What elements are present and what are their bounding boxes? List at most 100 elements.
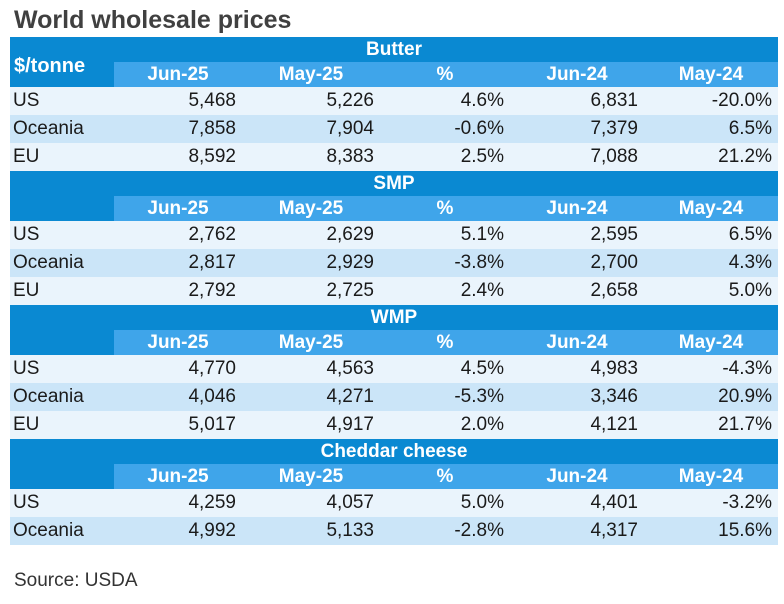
column-header: May-24 — [644, 196, 778, 221]
unit-label: $/tonne — [14, 55, 86, 77]
section-header: Cheddar cheese — [10, 439, 778, 464]
page-title: World wholesale prices — [14, 6, 292, 34]
section-header: WMP — [10, 305, 778, 330]
value-cell: 4,121 — [590, 414, 638, 435]
value-cell: 2.0% — [460, 414, 504, 435]
column-header: % — [380, 62, 510, 87]
column-header: Jun-24 — [510, 330, 644, 355]
table-row: US 4,259 4,057 5.0% 4,401 -3.2% — [10, 489, 778, 517]
column-header: May-25 — [242, 196, 380, 221]
table-row: EU 5,017 4,917 2.0% 4,121 21.7% — [10, 411, 778, 439]
value-cell: -0.6% — [454, 118, 504, 139]
value-cell: 4.6% — [460, 90, 504, 111]
value-cell: 4,317 — [590, 520, 638, 541]
column-header: Jun-25 — [114, 196, 242, 221]
header-spacer — [10, 330, 114, 355]
table-row: EU 8,592 8,383 2.5% 7,088 21.2% — [10, 143, 778, 171]
value-cell: 21.7% — [718, 414, 772, 435]
value-cell: 5,133 — [326, 520, 374, 541]
value-cell: 2,817 — [188, 252, 236, 273]
value-cell: 5.0% — [460, 492, 504, 513]
column-header: Jun-25 — [114, 330, 242, 355]
table-row: US 2,762 2,629 5.1% 2,595 6.5% — [10, 221, 778, 249]
column-header-row: Jun-25 May-25% Jun-24 May-24 — [10, 62, 778, 87]
column-header-row: Jun-25 May-25% Jun-24 May-24 — [10, 196, 778, 221]
column-header: % — [380, 464, 510, 489]
value-cell: 4,057 — [326, 492, 374, 513]
value-cell: 4,259 — [188, 492, 236, 513]
value-cell: 2,629 — [326, 224, 374, 245]
value-cell: 2,658 — [590, 280, 638, 301]
value-cell: 7,904 — [326, 118, 374, 139]
value-cell: 4,563 — [326, 358, 374, 379]
column-header-row: Jun-25 May-25% Jun-24 May-24 — [10, 464, 778, 489]
column-header: Jun-24 — [510, 62, 644, 87]
value-cell: 4,046 — [188, 386, 236, 407]
table-row: Oceania 4,046 4,271 -5.3% 3,346 20.9% — [10, 383, 778, 411]
column-header: % — [380, 196, 510, 221]
column-header: May-25 — [242, 330, 380, 355]
table-row: Oceania 7,858 7,904 -0.6% 7,379 6.5% — [10, 115, 778, 143]
table-row: US 4,770 4,563 4.5% 4,983 -4.3% — [10, 355, 778, 383]
value-cell: 6.5% — [728, 118, 772, 139]
value-cell: 2,700 — [590, 252, 638, 273]
value-cell: 4,992 — [188, 520, 236, 541]
column-header: May-24 — [644, 62, 778, 87]
column-header: Jun-24 — [510, 464, 644, 489]
value-cell: -2.8% — [454, 520, 504, 541]
value-cell: 2.4% — [460, 280, 504, 301]
value-cell: 6.5% — [728, 224, 772, 245]
table-row: EU 2,792 2,725 2.4% 2,658 5.0% — [10, 277, 778, 305]
region-label: EU — [13, 146, 40, 167]
region-label: Oceania — [13, 252, 84, 273]
value-cell: -3.8% — [454, 252, 504, 273]
value-cell: 15.6% — [718, 520, 772, 541]
value-cell: -20.0% — [711, 90, 772, 111]
value-cell: 8,383 — [326, 146, 374, 167]
column-header: May-24 — [644, 464, 778, 489]
value-cell: 5.1% — [460, 224, 504, 245]
region-label: US — [13, 224, 40, 245]
value-cell: 6,831 — [590, 90, 638, 111]
region-label: US — [13, 492, 40, 513]
header-spacer — [10, 62, 114, 87]
value-cell: 20.9% — [718, 386, 772, 407]
column-header: Jun-25 — [114, 62, 242, 87]
column-header-row: Jun-25 May-25% Jun-24 May-24 — [10, 330, 778, 355]
value-cell: -4.3% — [722, 358, 772, 379]
value-cell: 2,792 — [188, 280, 236, 301]
value-cell: 7,858 — [188, 118, 236, 139]
section-header: Butter — [10, 37, 778, 62]
value-cell: 5,468 — [188, 90, 236, 111]
table-row: Oceania 4,992 5,133 -2.8% 4,317 15.6% — [10, 517, 778, 545]
column-header: % — [380, 330, 510, 355]
value-cell: 2.5% — [460, 146, 504, 167]
column-header: May-25 — [242, 464, 380, 489]
column-header: Jun-24 — [510, 196, 644, 221]
source-note: Source: USDA — [14, 570, 138, 591]
value-cell: -3.2% — [722, 492, 772, 513]
value-cell: 7,088 — [590, 146, 638, 167]
table-row: Oceania 2,817 2,929 -3.8% 2,700 4.3% — [10, 249, 778, 277]
header-spacer — [10, 196, 114, 221]
value-cell: 2,762 — [188, 224, 236, 245]
value-cell: 4.3% — [728, 252, 772, 273]
price-table: $/tonne Butter Jun-25 May-25% Jun-24 May-24 U… — [10, 37, 778, 545]
value-cell: 4,770 — [188, 358, 236, 379]
value-cell: 7,379 — [590, 118, 638, 139]
region-label: Oceania — [13, 118, 84, 139]
value-cell: 5,017 — [188, 414, 236, 435]
region-label: US — [13, 358, 40, 379]
column-header: Jun-25 — [114, 464, 242, 489]
header-spacer — [10, 464, 114, 489]
value-cell: 5.0% — [728, 280, 772, 301]
region-label: EU — [13, 280, 40, 301]
value-cell: 4.5% — [460, 358, 504, 379]
column-header: May-25 — [242, 62, 380, 87]
region-label: EU — [13, 414, 40, 435]
value-cell: 2,725 — [326, 280, 374, 301]
value-cell: 4,917 — [326, 414, 374, 435]
value-cell: 8,592 — [188, 146, 236, 167]
region-label: US — [13, 90, 40, 111]
value-cell: -5.3% — [454, 386, 504, 407]
